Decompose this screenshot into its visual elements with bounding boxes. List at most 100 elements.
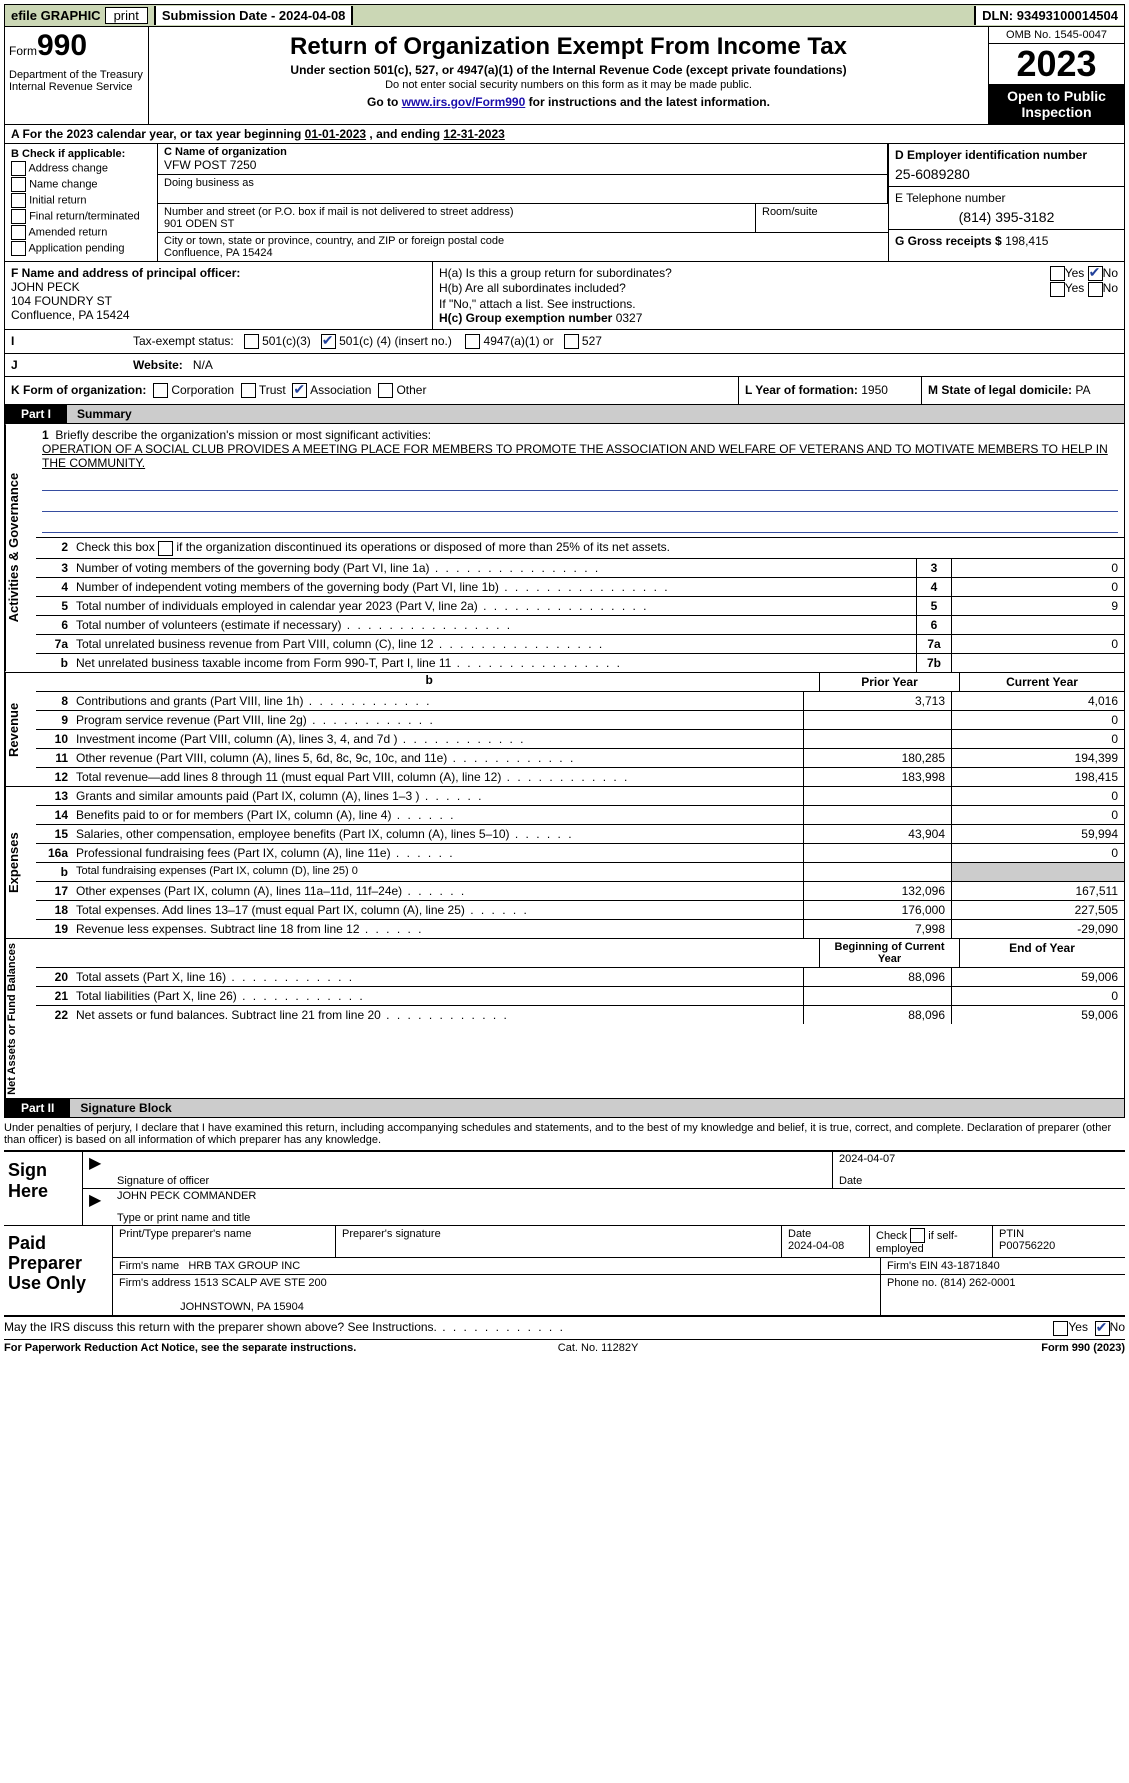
expense-line-19: 19Revenue less expenses. Subtract line 1… bbox=[36, 920, 1124, 938]
room-cell: Room/suite bbox=[756, 204, 888, 232]
cb-self-employed[interactable] bbox=[910, 1228, 925, 1243]
line-no: 20 bbox=[36, 968, 72, 986]
paid-preparer-block: Paid Preparer Use Only Print/Type prepar… bbox=[4, 1226, 1125, 1317]
blank-line bbox=[42, 495, 1118, 512]
ha-no[interactable]: No bbox=[1088, 266, 1118, 281]
firm-name: Firm's name HRB TAX GROUP INC bbox=[113, 1258, 881, 1274]
line-a-tax-year: A For the 2023 calendar year, or tax yea… bbox=[4, 125, 1125, 144]
arrow-icon: ▶ bbox=[83, 1152, 111, 1174]
line-text: Total unrelated business revenue from Pa… bbox=[72, 635, 916, 653]
current-year-hdr: Current Year bbox=[959, 673, 1124, 691]
line-box: 3 bbox=[916, 559, 951, 577]
line-no: 16a bbox=[36, 844, 72, 862]
expense-line-13: 13Grants and similar amounts paid (Part … bbox=[36, 787, 1124, 806]
cb-initial-return[interactable]: Initial return bbox=[11, 193, 151, 208]
header-right: OMB No. 1545-0047 2023 Open to Public In… bbox=[988, 27, 1124, 124]
print-button[interactable]: print bbox=[105, 7, 148, 24]
box-d: D Employer identification number 25-6089… bbox=[889, 144, 1124, 187]
prior-year-value: 3,713 bbox=[803, 692, 951, 710]
discuss-no[interactable]: No bbox=[1095, 1320, 1125, 1335]
cb-other[interactable] bbox=[378, 383, 393, 398]
line-no: 19 bbox=[36, 920, 72, 938]
line-no: 10 bbox=[36, 730, 72, 748]
end-year-value: 59,006 bbox=[951, 1006, 1124, 1024]
expense-line-b: bTotal fundraising expenses (Part IX, co… bbox=[36, 863, 1124, 882]
cb-amended-return[interactable]: Amended return bbox=[11, 225, 151, 240]
cb-501c[interactable] bbox=[321, 334, 336, 349]
state-domicile: PA bbox=[1075, 383, 1090, 397]
date-label: Date bbox=[832, 1174, 1125, 1188]
current-year-value: 0 bbox=[951, 730, 1124, 748]
cb-discontinued[interactable] bbox=[158, 541, 173, 556]
prior-year-value: 132,096 bbox=[803, 882, 951, 900]
revenue-line-11: 11Other revenue (Part VIII, column (A), … bbox=[36, 749, 1124, 768]
line-text: Contributions and grants (Part VIII, lin… bbox=[72, 692, 803, 710]
penalty-statement: Under penalties of perjury, I declare th… bbox=[4, 1118, 1125, 1150]
officer-signature-field[interactable] bbox=[111, 1152, 832, 1174]
current-year-value: 0 bbox=[951, 711, 1124, 729]
efile-text: efile GRAPHIC bbox=[11, 8, 101, 23]
blank-line bbox=[42, 474, 1118, 491]
line-text: Revenue less expenses. Subtract line 18 … bbox=[72, 920, 803, 938]
cb-application-pending[interactable]: Application pending bbox=[11, 241, 151, 256]
cb-527[interactable] bbox=[564, 334, 579, 349]
begin-year-value: 88,096 bbox=[803, 1006, 951, 1024]
line-no: 8 bbox=[36, 692, 72, 710]
netassets-line-21: 21Total liabilities (Part X, line 26)0 bbox=[36, 987, 1124, 1006]
line-no: 3 bbox=[36, 559, 72, 577]
row-fh: F Name and address of principal officer:… bbox=[4, 262, 1125, 330]
box-f: F Name and address of principal officer:… bbox=[5, 262, 433, 329]
dba-cell: Doing business as bbox=[158, 174, 888, 203]
expense-line-16a: 16aProfessional fundraising fees (Part I… bbox=[36, 844, 1124, 863]
expense-line-18: 18Total expenses. Add lines 13–17 (must … bbox=[36, 901, 1124, 920]
cb-final-return[interactable]: Final return/terminated bbox=[11, 209, 151, 224]
h-a-question: H(a) Is this a group return for subordin… bbox=[439, 266, 1050, 281]
part1-header: Part I Summary bbox=[4, 405, 1125, 424]
revenue-line-9: 9Program service revenue (Part VIII, lin… bbox=[36, 711, 1124, 730]
prior-year-value bbox=[803, 730, 951, 748]
ha-yes[interactable]: Yes bbox=[1050, 266, 1085, 281]
sign-here-label: Sign Here bbox=[4, 1152, 82, 1225]
cb-trust[interactable] bbox=[241, 383, 256, 398]
expense-line-15: 15Salaries, other compensation, employee… bbox=[36, 825, 1124, 844]
cb-4947[interactable] bbox=[465, 334, 480, 349]
org-name-cell: C Name of organization VFW POST 7250 bbox=[158, 144, 888, 174]
hb-yes[interactable]: Yes bbox=[1050, 281, 1085, 296]
city: Confluence, PA 15424 bbox=[164, 247, 882, 259]
discuss-yes[interactable]: Yes bbox=[1053, 1320, 1088, 1335]
irs-link[interactable]: www.irs.gov/Form990 bbox=[402, 95, 526, 109]
hb-no[interactable]: No bbox=[1088, 281, 1118, 296]
telephone: (814) 395-3182 bbox=[895, 209, 1118, 225]
cb-name-change[interactable]: Name change bbox=[11, 177, 151, 192]
summary-line-6: 6Total number of volunteers (estimate if… bbox=[36, 616, 1124, 635]
tax-year: 2023 bbox=[989, 44, 1124, 84]
part2-title: Signature Block bbox=[70, 1099, 181, 1117]
current-year-value: 59,994 bbox=[951, 825, 1124, 843]
revenue-line-12: 12Total revenue—add lines 8 through 11 (… bbox=[36, 768, 1124, 786]
cb-assoc[interactable] bbox=[292, 383, 307, 398]
omb-number: OMB No. 1545-0047 bbox=[989, 27, 1124, 44]
line-text: Number of independent voting members of … bbox=[72, 578, 916, 596]
tax-exempt-status: Tax-exempt status: 501(c)(3) 501(c) (4) … bbox=[127, 330, 1124, 353]
box-m: M State of legal domicile: PA bbox=[921, 377, 1124, 404]
form-header: Form990 Department of the Treasury Inter… bbox=[4, 27, 1125, 125]
line-text: Total fundraising expenses (Part IX, col… bbox=[72, 863, 803, 881]
cb-corp[interactable] bbox=[153, 383, 168, 398]
cb-501c3[interactable] bbox=[244, 334, 259, 349]
line-text: Net assets or fund balances. Subtract li… bbox=[72, 1006, 803, 1024]
end-year-hdr: End of Year bbox=[959, 939, 1124, 967]
current-year-value: -29,090 bbox=[951, 920, 1124, 938]
line-value: 9 bbox=[951, 597, 1124, 615]
line-box: 5 bbox=[916, 597, 951, 615]
line-2: 2 Check this box if the organization dis… bbox=[36, 538, 1124, 558]
part2-label: Part II bbox=[5, 1099, 70, 1117]
line-no: 6 bbox=[36, 616, 72, 634]
cb-address-change[interactable]: Address change bbox=[11, 161, 151, 176]
current-year-value: 198,415 bbox=[951, 768, 1124, 786]
row-i: I Tax-exempt status: 501(c)(3) 501(c) (4… bbox=[4, 330, 1125, 354]
line-value bbox=[951, 654, 1124, 672]
summary-line-4: 4Number of independent voting members of… bbox=[36, 578, 1124, 597]
box-b: B Check if applicable: Address change Na… bbox=[5, 144, 158, 261]
current-year-value: 227,505 bbox=[951, 901, 1124, 919]
officer-name: JOHN PECK bbox=[11, 280, 80, 294]
